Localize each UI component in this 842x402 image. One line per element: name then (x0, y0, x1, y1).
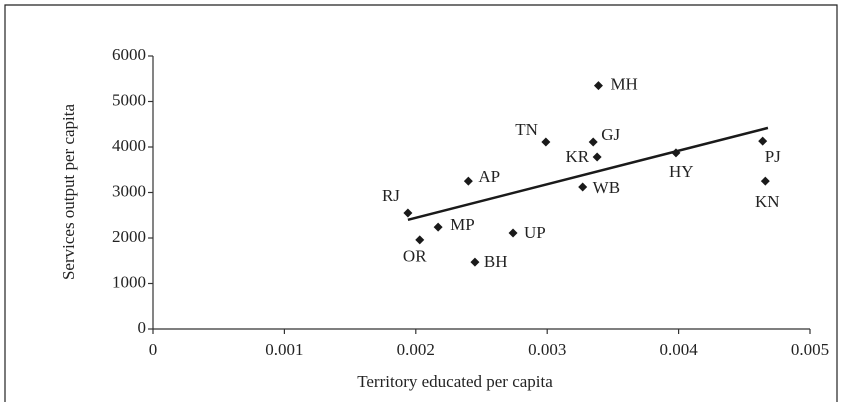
point (758, 136, 768, 146)
point (588, 137, 598, 147)
point-label: MP (450, 215, 475, 234)
point-label: HY (669, 162, 694, 181)
x-tick-label: 0.002 (397, 340, 435, 359)
point-label: OR (403, 247, 427, 266)
point-label: RJ (382, 186, 400, 205)
point (470, 257, 480, 267)
point (403, 208, 413, 218)
x-tick-label: 0.004 (659, 340, 698, 359)
x-tick-label: 0.001 (265, 340, 303, 359)
y-tick-label: 2000 (112, 227, 146, 246)
point-label: WB (593, 178, 620, 197)
point-label: MH (610, 74, 637, 93)
point (541, 137, 551, 147)
y-tick-label: 1000 (112, 272, 146, 291)
point-label: UP (524, 223, 546, 242)
point-label: KN (755, 192, 780, 211)
y-tick-label: 3000 (112, 181, 146, 200)
point (760, 176, 770, 186)
point (592, 152, 602, 162)
x-tick-label: 0.005 (791, 340, 829, 359)
point-label: PJ (765, 147, 781, 166)
point (433, 222, 443, 232)
point-label: BH (484, 252, 508, 271)
point-label: GJ (601, 125, 620, 144)
point (578, 182, 588, 192)
point (671, 148, 681, 158)
y-tick-label: 5000 (112, 90, 146, 109)
y-tick-label: 4000 (112, 136, 146, 155)
point (508, 228, 518, 238)
x-axis-label: Territory educated per capita (357, 372, 553, 391)
y-tick-label: 6000 (112, 45, 146, 64)
point-label: KR (566, 147, 590, 166)
x-tick-label: 0.003 (528, 340, 566, 359)
y-tick-label: 0 (138, 318, 147, 337)
point (463, 176, 473, 186)
point (593, 81, 603, 91)
x-tick-label: 0 (149, 340, 158, 359)
frame (4, 4, 838, 402)
point (415, 235, 425, 245)
point-label: AP (478, 167, 500, 186)
point-label: TN (515, 120, 538, 139)
trend-line (407, 126, 769, 222)
y-axis-label: Services output per capita (59, 104, 78, 281)
